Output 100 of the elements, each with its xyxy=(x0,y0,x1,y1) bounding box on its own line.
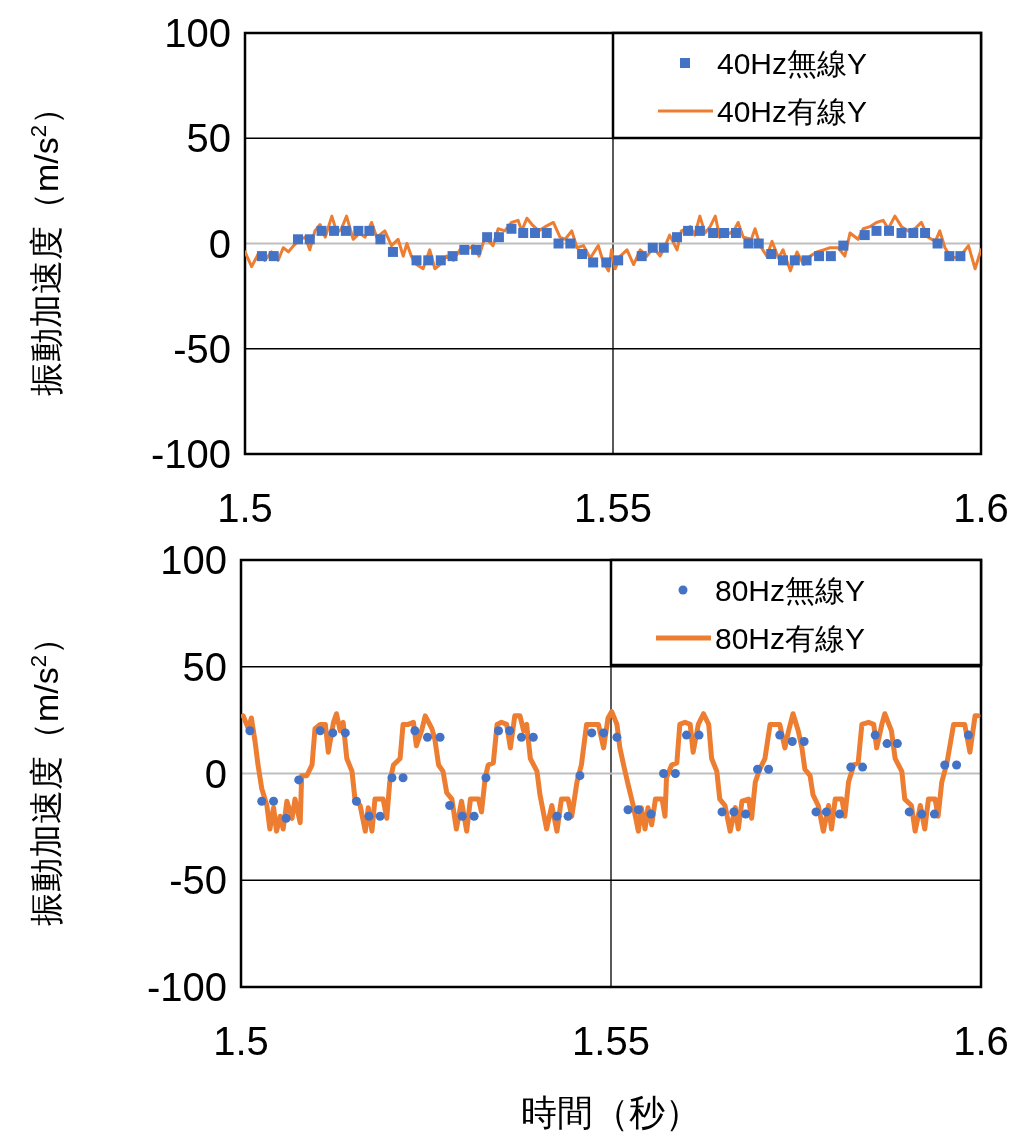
point xyxy=(646,809,656,819)
point xyxy=(387,773,397,783)
y-tick-label: -100 xyxy=(150,432,231,476)
point xyxy=(375,234,386,245)
x-tick-label: 1.5 xyxy=(213,1019,269,1063)
point xyxy=(516,732,526,742)
point xyxy=(353,225,364,236)
point xyxy=(457,811,467,821)
point xyxy=(789,255,800,266)
point xyxy=(825,251,836,262)
x-tick-label: 1.55 xyxy=(572,1019,650,1063)
point xyxy=(778,255,789,266)
y-tick-label: -100 xyxy=(146,965,227,1009)
point xyxy=(351,796,361,806)
point xyxy=(398,773,408,783)
point xyxy=(717,807,727,817)
point xyxy=(633,805,643,815)
point xyxy=(612,732,622,742)
point xyxy=(304,234,315,245)
point xyxy=(375,811,385,821)
point xyxy=(256,251,267,262)
point xyxy=(814,251,825,262)
point xyxy=(552,811,562,821)
point xyxy=(920,227,931,238)
y-tick-label: -50 xyxy=(173,326,231,371)
point xyxy=(896,227,907,238)
point xyxy=(811,807,821,817)
point xyxy=(471,244,482,255)
point xyxy=(528,732,538,742)
point xyxy=(904,807,914,817)
point xyxy=(245,726,255,736)
point xyxy=(387,246,398,257)
point xyxy=(672,232,683,243)
point xyxy=(694,225,705,236)
point xyxy=(846,762,856,772)
point xyxy=(801,255,812,266)
point xyxy=(292,234,303,245)
point xyxy=(932,238,943,249)
point xyxy=(269,796,279,806)
point xyxy=(445,801,455,811)
point xyxy=(952,760,962,770)
point xyxy=(493,232,504,243)
point xyxy=(469,811,479,821)
point xyxy=(505,726,515,736)
point xyxy=(681,730,691,740)
point xyxy=(963,730,973,740)
point xyxy=(411,255,422,266)
x-tick-label: 1.6 xyxy=(953,1019,1009,1063)
point xyxy=(601,257,612,268)
point xyxy=(884,225,894,236)
legend-label: 40Hz無線Y xyxy=(717,47,868,80)
legend-label: 80Hz有線Y xyxy=(715,622,866,655)
x-axis-title: 時間（秒） xyxy=(521,1092,701,1133)
y-tick-label: 0 xyxy=(208,221,231,266)
point xyxy=(529,227,540,238)
point xyxy=(955,251,966,262)
point xyxy=(459,244,470,255)
point xyxy=(340,225,351,236)
point xyxy=(268,251,279,262)
point xyxy=(422,732,432,742)
point xyxy=(892,739,902,749)
point xyxy=(364,811,374,821)
point xyxy=(659,769,669,778)
point xyxy=(494,726,504,736)
point xyxy=(447,251,458,262)
point xyxy=(929,809,939,819)
point xyxy=(563,811,573,821)
point xyxy=(506,223,517,234)
point xyxy=(908,227,919,238)
point xyxy=(257,796,267,806)
point xyxy=(435,732,445,742)
point xyxy=(766,249,777,260)
point xyxy=(481,773,491,783)
point xyxy=(316,225,327,236)
y-tick-label: 50 xyxy=(186,116,231,161)
point xyxy=(587,728,597,738)
point xyxy=(315,726,325,736)
point xyxy=(588,257,599,268)
point xyxy=(636,251,647,262)
point xyxy=(647,242,658,253)
point xyxy=(799,736,809,746)
point xyxy=(340,728,350,738)
point xyxy=(328,728,338,738)
point xyxy=(835,809,845,819)
point xyxy=(838,240,849,251)
point xyxy=(743,238,754,249)
y-tick-label: 0 xyxy=(204,751,227,796)
point xyxy=(859,230,870,241)
x-tick-label: 1.6 xyxy=(953,486,1009,530)
point xyxy=(482,232,493,243)
point xyxy=(518,227,529,238)
point xyxy=(787,736,797,746)
point xyxy=(708,227,719,238)
point xyxy=(694,730,704,740)
y-tick-label: 50 xyxy=(182,644,227,689)
point xyxy=(858,762,868,772)
point xyxy=(870,730,880,740)
point xyxy=(940,760,950,770)
x-tick-label: 1.55 xyxy=(574,486,652,530)
y-tick-label: 100 xyxy=(164,11,231,55)
